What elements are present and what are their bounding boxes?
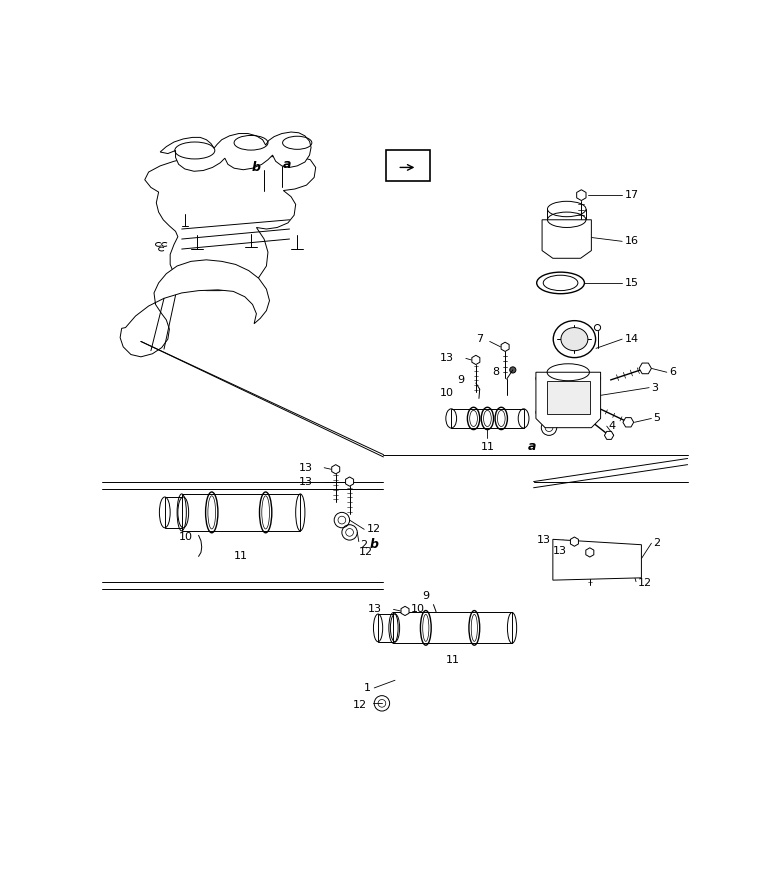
Text: 11: 11 <box>234 551 248 561</box>
Text: 4: 4 <box>608 421 615 431</box>
Text: 12: 12 <box>352 700 366 710</box>
Text: 12: 12 <box>568 414 582 423</box>
Text: 3: 3 <box>652 382 659 393</box>
Polygon shape <box>639 363 652 374</box>
Text: 12: 12 <box>359 547 373 557</box>
Text: 17: 17 <box>625 190 638 200</box>
Text: 14: 14 <box>625 334 638 344</box>
Text: a: a <box>283 158 291 171</box>
Text: b: b <box>252 161 261 174</box>
Text: 10: 10 <box>411 604 425 614</box>
FancyBboxPatch shape <box>386 150 431 182</box>
Polygon shape <box>120 260 270 357</box>
Polygon shape <box>332 465 339 474</box>
Polygon shape <box>451 409 523 428</box>
Text: 10: 10 <box>179 532 192 542</box>
Text: 12: 12 <box>638 578 652 588</box>
Text: 15: 15 <box>625 278 638 288</box>
Text: FWD: FWD <box>397 153 423 163</box>
Ellipse shape <box>561 328 588 351</box>
Text: 13: 13 <box>537 535 551 545</box>
Text: 12: 12 <box>366 524 380 534</box>
Text: 9: 9 <box>189 519 196 529</box>
Polygon shape <box>623 418 634 427</box>
Polygon shape <box>570 537 578 547</box>
Polygon shape <box>182 494 300 531</box>
Text: 9: 9 <box>422 591 429 600</box>
Text: a: a <box>528 441 536 454</box>
Text: 7: 7 <box>476 334 484 344</box>
Text: 10: 10 <box>441 388 455 398</box>
Polygon shape <box>472 355 480 364</box>
Polygon shape <box>378 614 395 641</box>
Text: 2: 2 <box>653 538 660 548</box>
Polygon shape <box>604 431 614 440</box>
Text: 6: 6 <box>669 368 676 377</box>
Polygon shape <box>501 342 509 351</box>
Circle shape <box>509 367 516 373</box>
Text: 13: 13 <box>553 546 567 556</box>
Polygon shape <box>553 540 642 580</box>
Polygon shape <box>346 477 353 486</box>
Polygon shape <box>165 497 183 527</box>
Polygon shape <box>577 189 586 201</box>
Text: 9: 9 <box>457 375 465 385</box>
Polygon shape <box>542 220 591 258</box>
Text: 8: 8 <box>492 368 499 377</box>
Text: 11: 11 <box>480 441 495 452</box>
Text: b: b <box>369 538 379 551</box>
Text: 16: 16 <box>625 236 638 246</box>
Polygon shape <box>145 156 315 290</box>
Polygon shape <box>536 372 601 428</box>
Text: 2: 2 <box>360 540 367 550</box>
Bar <box>547 381 590 414</box>
Text: 13: 13 <box>368 605 382 614</box>
Polygon shape <box>401 607 409 615</box>
Text: 11: 11 <box>446 655 460 665</box>
Polygon shape <box>393 613 512 643</box>
Text: 13: 13 <box>441 354 455 363</box>
Text: 13: 13 <box>298 462 312 473</box>
Text: 5: 5 <box>653 414 660 423</box>
Text: 1: 1 <box>364 683 371 693</box>
Polygon shape <box>586 547 594 557</box>
Polygon shape <box>160 132 311 171</box>
Text: 13: 13 <box>298 476 312 487</box>
